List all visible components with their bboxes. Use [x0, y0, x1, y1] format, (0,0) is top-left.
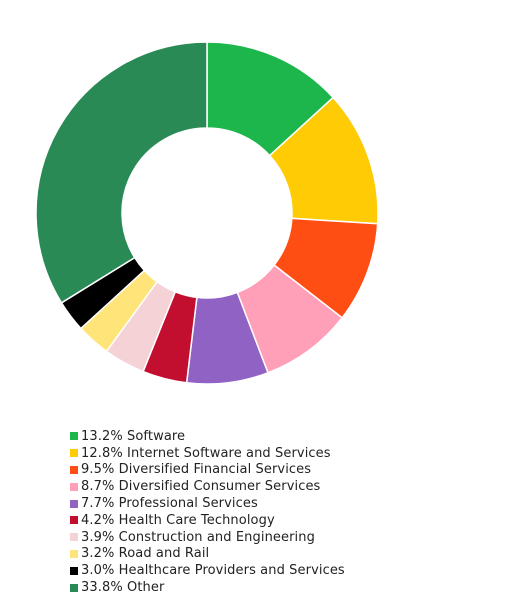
legend-label: 3.0% Healthcare Providers and Services — [81, 563, 345, 579]
donut-slices — [35, 41, 379, 385]
legend-swatch — [70, 499, 78, 508]
legend-swatch — [70, 449, 78, 458]
legend-item: 3.0% Healthcare Providers and Services — [70, 562, 345, 579]
legend-swatch — [70, 516, 78, 525]
legend-label: 12.8% Internet Software and Services — [81, 445, 331, 461]
legend-item: 7.7% Professional Services — [70, 495, 345, 512]
legend-label: 3.9% Construction and Engineering — [81, 529, 315, 545]
legend-label: 8.7% Diversified Consumer Services — [81, 479, 321, 495]
legend-item: 8.7% Diversified Consumer Services — [70, 478, 345, 495]
legend-swatch — [70, 482, 78, 491]
donut-chart-svg — [35, 41, 379, 385]
legend-label: 9.5% Diversified Financial Services — [81, 462, 312, 478]
legend-label: 13.2% Software — [81, 428, 186, 444]
legend-swatch — [70, 432, 78, 441]
legend-label: 7.7% Professional Services — [81, 496, 258, 512]
chart-legend: 13.2% Software 12.8% Internet Software a… — [70, 428, 345, 596]
legend-item: 3.2% Road and Rail — [70, 546, 345, 563]
legend-label: 4.2% Health Care Technology — [81, 512, 275, 528]
legend-item: 9.5% Diversified Financial Services — [70, 462, 345, 479]
legend-item: 12.8% Internet Software and Services — [70, 445, 345, 462]
legend-swatch — [70, 566, 78, 575]
legend-item: 3.9% Construction and Engineering — [70, 529, 345, 546]
legend-item: 13.2% Software — [70, 428, 345, 445]
donut-slice-10 — [35, 41, 208, 304]
legend-swatch — [70, 465, 78, 474]
legend-swatch — [70, 583, 78, 592]
legend-item: 33.8% Other — [70, 579, 345, 596]
legend-swatch — [70, 533, 78, 542]
legend-label: 3.2% Road and Rail — [81, 546, 210, 562]
donut-chart — [35, 41, 379, 385]
legend-label: 33.8% Other — [81, 580, 165, 596]
legend-swatch — [70, 549, 78, 558]
legend-item: 4.2% Health Care Technology — [70, 512, 345, 529]
